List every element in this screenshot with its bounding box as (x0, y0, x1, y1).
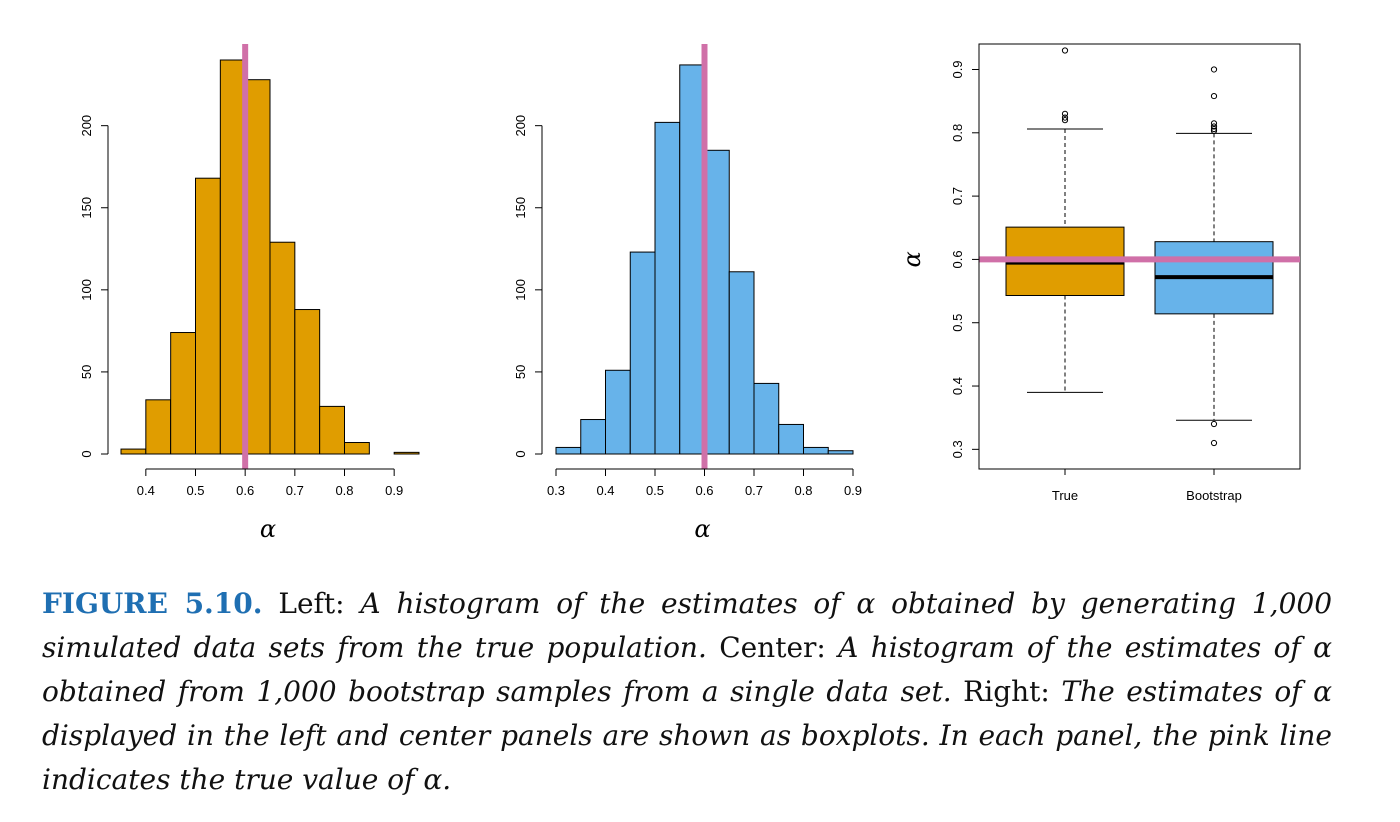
histogram-bar (679, 64, 705, 455)
y-tick-label: 0.8 (950, 124, 965, 142)
histogram-bar (120, 448, 147, 455)
histogram-bar (580, 419, 606, 455)
category-label: True (1052, 488, 1078, 503)
histogram-bar (195, 177, 221, 455)
x-tick-label: 0.6 (695, 483, 713, 498)
outlier-point (1210, 420, 1218, 428)
x-tick-label: 0.6 (236, 483, 254, 498)
left-histogram-panel: 0.4 0.5 0.6 0.7 0.8 0.9 0 50 100 150 200 α (79, 44, 420, 543)
caption-right-word: Right: (963, 675, 1050, 708)
histogram-bar (654, 121, 681, 455)
x-tick-label: 0.5 (646, 483, 664, 498)
outlier-point (1210, 439, 1218, 447)
x-tick-label: 0.9 (844, 483, 862, 498)
histogram-bar (145, 399, 172, 455)
x-tick-label: 0.8 (335, 483, 353, 498)
histogram-bar (219, 59, 246, 455)
histogram-bar (170, 332, 197, 455)
y-tick-label: 0.4 (950, 377, 965, 395)
y-tick-label: 50 (513, 365, 528, 379)
y-tick-label: 50 (79, 365, 94, 379)
histogram-bar (753, 382, 780, 455)
caption-center-word: Center: (719, 631, 826, 664)
histogram-bar (728, 271, 755, 455)
histogram-bar (244, 79, 271, 455)
figure-label: FIGURE 5.10. (42, 587, 263, 620)
outlier-point (1210, 66, 1218, 73)
caption-right-text: The estimates of α displayed in the left… (42, 675, 1332, 796)
y-tick-label: 0.9 (950, 60, 965, 78)
outlier-point (1210, 120, 1218, 127)
x-axis-title: α (260, 515, 276, 543)
histogram-bar (778, 423, 804, 455)
histogram-bar (629, 251, 656, 455)
outlier-point (1061, 117, 1069, 124)
center-histogram-panel: 0.3 0.4 0.5 0.6 0.7 0.8 0.9 0 50 100 150 200 α (513, 44, 862, 543)
x-tick-label: 0.9 (385, 483, 403, 498)
histogram-bar (605, 369, 631, 455)
y-tick-label: 0 (79, 450, 94, 457)
right-boxplot-panel: True Bootstrap 0.3 0.4 0.5 0.6 0.7 0.8 0.9 α (898, 43, 1301, 503)
y-tick-label: 150 (513, 197, 528, 219)
y-tick-label: 150 (79, 197, 94, 219)
caption-center-text: A histogram of the estimates of α obtain… (42, 631, 1333, 708)
histogram-bar (319, 405, 345, 455)
histogram-bar (344, 442, 370, 455)
histogram-bar (555, 446, 582, 455)
outlier-point (1210, 123, 1218, 130)
outlier-point (1210, 127, 1218, 134)
y-axis-title: α (898, 251, 926, 267)
histogram-bar (827, 450, 854, 455)
y-tick-label: 0.7 (950, 187, 965, 205)
y-tick-label: 0.6 (950, 250, 965, 268)
histogram-bar (803, 446, 829, 455)
x-tick-label: 0.7 (286, 483, 304, 498)
caption-left-text: A histogram of the estimates of α obtain… (42, 587, 1333, 664)
outlier-point (1061, 47, 1069, 54)
y-tick-label: 200 (79, 115, 94, 137)
outlier-point (1210, 92, 1218, 100)
x-tick-label: 0.7 (745, 483, 763, 498)
y-tick-label: 100 (513, 279, 528, 301)
x-tick-label: 0.5 (186, 483, 204, 498)
y-tick-label: 0.3 (950, 440, 965, 458)
x-tick-label: 0.4 (137, 483, 155, 498)
y-tick-label: 100 (79, 279, 94, 301)
outlier-point (1061, 114, 1069, 121)
y-tick-label: 0.5 (950, 314, 965, 332)
category-label: Bootstrap (1186, 488, 1242, 503)
x-axis-title: α (694, 515, 710, 543)
x-tick-label: 0.4 (596, 483, 614, 498)
histogram-bar (294, 309, 321, 455)
y-tick-label: 200 (513, 115, 528, 137)
x-tick-label: 0.8 (794, 483, 812, 498)
histogram-bar (704, 149, 730, 455)
y-tick-label: 0 (513, 450, 528, 457)
outlier-point (1061, 110, 1069, 117)
figure-caption: FIGURE 5.10. Left: A histogram of the es… (42, 582, 1332, 802)
caption-left-word: Left: (278, 587, 345, 620)
histogram-bar (393, 451, 420, 455)
histogram-bar (269, 241, 296, 455)
x-tick-label: 0.3 (547, 483, 565, 498)
